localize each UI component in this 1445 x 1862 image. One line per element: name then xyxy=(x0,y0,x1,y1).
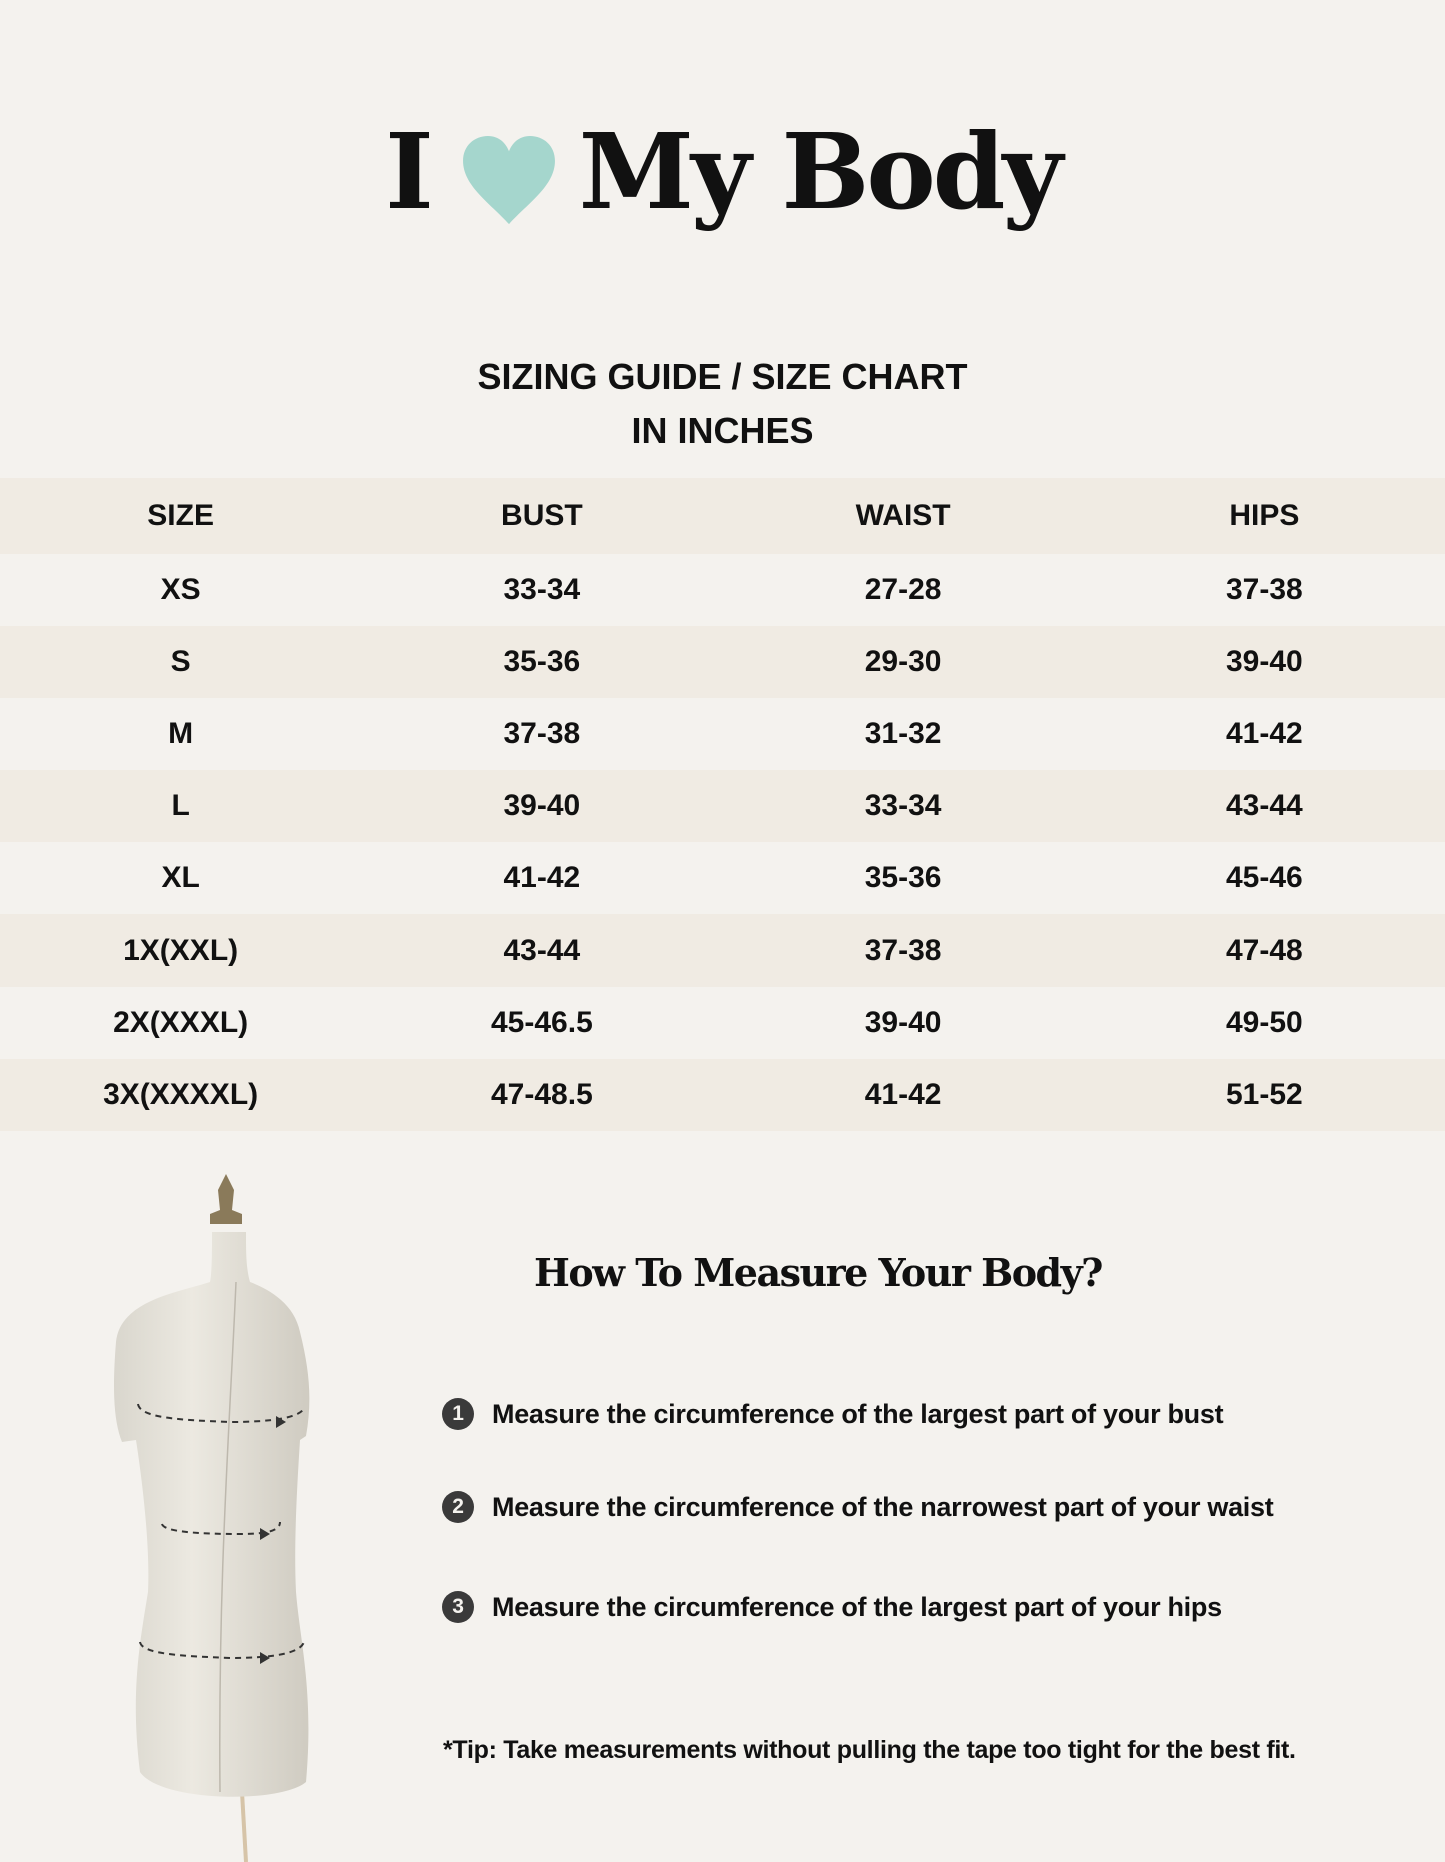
table-row: 3X(XXXXL) 47-48.5 41-42 51-52 xyxy=(0,1058,1445,1131)
table-cell-waist: 29-30 xyxy=(722,626,1084,699)
table-cell-bust: 47-48.5 xyxy=(361,1058,723,1131)
table-header-row: SIZE BUST WAIST HIPS xyxy=(0,478,1445,554)
table-cell-hips: 43-44 xyxy=(1083,770,1445,843)
table-cell-waist: 31-32 xyxy=(864,717,942,751)
table-cell-hips: 45-46 xyxy=(1226,861,1303,895)
table-cell-bust: 33-34 xyxy=(503,573,581,607)
subtitle-line-2: IN INCHES xyxy=(631,410,814,451)
column-header: WAIST xyxy=(722,478,1084,554)
table-cell-bust: 41-42 xyxy=(503,861,581,895)
table-cell-size: 1X(XXL) xyxy=(0,914,362,987)
table-row: 1X(XXL) 43-44 37-38 47-48 xyxy=(0,914,1445,987)
table-cell-bust: 43-44 xyxy=(361,914,723,987)
size-chart-table: SIZE BUST WAIST HIPS XS 33-34 27-28 37-38 S 3… xyxy=(0,478,1445,1131)
title-left: I xyxy=(385,110,434,233)
tip-text: *Tip: Take measurements without pulling … xyxy=(443,1736,1296,1764)
mannequin-image xyxy=(114,1174,310,1862)
table-cell-waist: 35-36 xyxy=(864,861,942,895)
table-row: XS 33-34 27-28 37-38 xyxy=(0,554,1445,626)
step-bust: 1 Measure the circumference of the large… xyxy=(442,1398,1224,1430)
table-row: S 35-36 29-30 39-40 xyxy=(0,626,1445,699)
table-cell-waist: 27-28 xyxy=(864,573,942,607)
step-hips: 3 Measure the circumference of the large… xyxy=(442,1591,1222,1623)
table-cell-size: 3X(XXXXL) xyxy=(0,1058,362,1131)
table-cell-hips: 37-38 xyxy=(1226,573,1303,607)
table-cell-size: 2X(XXXL) xyxy=(113,1005,249,1039)
table-cell-bust: 35-36 xyxy=(361,626,723,699)
step-text: Measure the circumference of the largest… xyxy=(492,1591,1222,1622)
table-cell-hips: 51-52 xyxy=(1083,1058,1445,1131)
table-cell-bust: 39-40 xyxy=(361,770,723,843)
measure-heading: How To Measure Your Body? xyxy=(534,1250,1103,1295)
step-number-icon: 1 xyxy=(442,1398,474,1430)
step-waist: 2 Measure the circumference of the narro… xyxy=(442,1491,1274,1523)
column-header: BUST xyxy=(361,478,723,554)
table-row: M 37-38 31-32 41-42 xyxy=(0,698,1445,770)
step-text: Measure the circumference of the narrowe… xyxy=(492,1491,1274,1522)
heart-icon xyxy=(461,130,557,224)
step-text: Measure the circumference of the largest… xyxy=(492,1398,1224,1429)
table-cell-waist: 39-40 xyxy=(864,1005,942,1039)
table-row: L 39-40 33-34 43-44 xyxy=(0,770,1445,843)
table-cell-size: XS xyxy=(160,573,201,607)
chart-subtitle: SIZING GUIDE / SIZE CHART IN INCHES xyxy=(0,350,1445,458)
table-row: 2X(XXXL) 45-46.5 39-40 49-50 xyxy=(0,987,1445,1059)
column-header: SIZE xyxy=(0,478,362,554)
column-header: HIPS xyxy=(1083,478,1445,554)
subtitle-line-1: SIZING GUIDE / SIZE CHART xyxy=(477,356,968,397)
table-cell-bust: 37-38 xyxy=(503,717,581,751)
table-cell-hips: 49-50 xyxy=(1226,1005,1303,1039)
step-number-icon: 3 xyxy=(442,1591,474,1623)
table-cell-waist: 41-42 xyxy=(722,1058,1084,1131)
table-cell-hips: 39-40 xyxy=(1083,626,1445,699)
table-row: XL 41-42 35-36 45-46 xyxy=(0,842,1445,914)
table-cell-size: XL xyxy=(161,861,200,895)
table-cell-waist: 33-34 xyxy=(722,770,1084,843)
table-cell-waist: 37-38 xyxy=(722,914,1084,987)
step-number-icon: 2 xyxy=(442,1491,474,1523)
table-cell-hips: 41-42 xyxy=(1226,717,1303,751)
table-cell-hips: 47-48 xyxy=(1083,914,1445,987)
table-cell-bust: 45-46.5 xyxy=(491,1005,593,1039)
table-cell-size: M xyxy=(168,717,194,751)
title-right: My Body xyxy=(578,110,1063,233)
table-cell-size: L xyxy=(0,770,362,843)
table-cell-size: S xyxy=(0,626,362,699)
page-title: I My Body xyxy=(0,112,1445,232)
